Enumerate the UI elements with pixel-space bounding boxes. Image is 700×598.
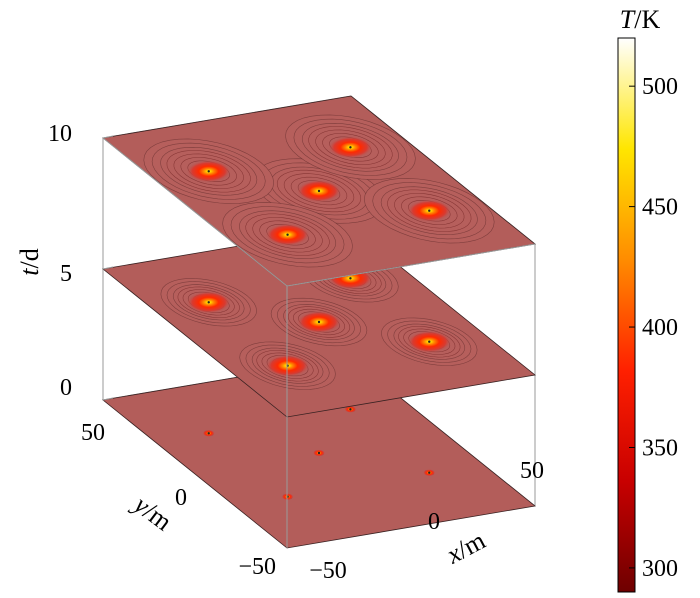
x-axis-label: x/m (441, 526, 490, 570)
colorbar: 300 350 400 450 500 T/K (617, 5, 678, 593)
z-axis-label: t/d (15, 248, 44, 275)
heat-source (202, 429, 215, 437)
heat-source (287, 306, 351, 338)
x-tick-label: 0 (428, 509, 440, 535)
heat-source (177, 286, 240, 318)
isotherm-ring (394, 193, 465, 229)
well-point (349, 277, 352, 280)
well-point (286, 233, 289, 236)
heat-source (256, 350, 319, 382)
well-point (349, 408, 352, 411)
heat-source (276, 169, 362, 213)
well-point (428, 471, 431, 474)
well-point (428, 340, 431, 343)
isotherm-ring (283, 173, 355, 209)
heat-source (387, 189, 472, 232)
isotherm-ring (308, 126, 393, 169)
z-tick-label: 10 (48, 121, 72, 147)
colorbar-tick-label: 500 (642, 74, 678, 100)
colorbar-tick-label: 400 (642, 315, 678, 341)
isotherm-ring (256, 350, 319, 382)
well-point (317, 189, 321, 193)
slice-t0 (102, 357, 536, 549)
z-tick-label: 5 (60, 261, 72, 287)
z-tick-label: 0 (60, 375, 72, 401)
well-point (317, 320, 321, 324)
colorbar-label: T/K (620, 5, 661, 34)
slice-t5 (102, 226, 536, 418)
heat-source (245, 213, 330, 256)
y-tick-label: 0 (175, 485, 187, 511)
y-tick-label: 50 (81, 420, 105, 446)
heat-source (313, 449, 325, 457)
slice-t10 (102, 95, 536, 287)
well-point (207, 301, 210, 304)
isotherm-ring (387, 189, 472, 232)
z-tick-mark (102, 266, 114, 270)
y-axis-ticks: 50 0 −50 (81, 420, 276, 580)
well-point (207, 170, 210, 173)
x-tick-label: −50 (309, 558, 347, 584)
z-tick-mark (102, 135, 114, 139)
isotherm-ring (276, 169, 362, 213)
z-tick-mark (102, 397, 114, 401)
isotherm-ring (290, 176, 348, 206)
isotherm-ring (287, 306, 351, 338)
colorbar-tick-label: 300 (642, 556, 678, 582)
axes-box-front (102, 135, 536, 548)
well-point (207, 432, 210, 435)
box-edge (286, 243, 536, 287)
isotherm-ring (180, 157, 237, 186)
heat-source (308, 126, 393, 169)
box-edge (102, 137, 288, 287)
well-point (428, 209, 431, 212)
colorbar-bar (617, 37, 636, 593)
heat-source (281, 493, 294, 501)
isotherm-ring (166, 150, 251, 193)
isotherm-ring (177, 286, 240, 318)
heat-source (398, 326, 461, 358)
well-point (317, 451, 321, 455)
isotherm-ring (252, 217, 323, 253)
isotherm-ring (173, 153, 244, 189)
isotherm-ring (401, 196, 458, 225)
heat-source (423, 469, 436, 477)
y-tick-label: −50 (238, 554, 276, 580)
temperature-slices (102, 95, 536, 549)
isotherm-ring (259, 220, 316, 249)
y-axis-label: y/m (126, 488, 177, 536)
colorbar-tick-label: 450 (642, 195, 678, 221)
colorbar-tick-label: 350 (642, 435, 678, 461)
isotherm-ring (315, 129, 386, 165)
isotherm-ring (322, 133, 379, 162)
isotherm-ring (398, 326, 461, 358)
well-point (349, 146, 352, 149)
heat-source (344, 405, 357, 413)
heat-source (166, 150, 251, 193)
isotherm-ring (245, 213, 330, 256)
x-axis-ticks: −50 0 50 (309, 458, 544, 584)
z-axis-ticks: 0 5 10 (48, 121, 72, 401)
x-tick-label: 50 (520, 458, 544, 484)
